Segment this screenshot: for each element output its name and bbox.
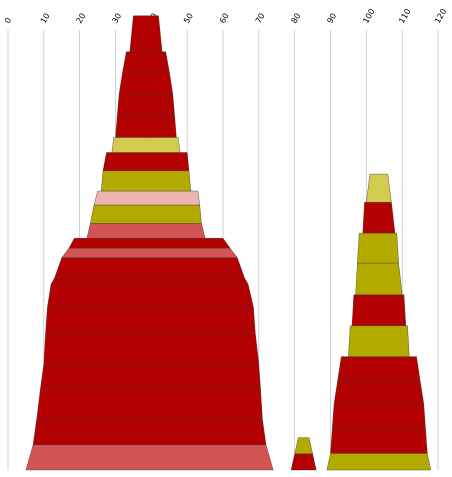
x-tick-label: 100 — [361, 7, 376, 25]
x-tick-label: 110 — [397, 7, 412, 25]
x-tick-labels: 0102030405060708090100110120 — [3, 7, 448, 25]
stack-3-layer-1 — [326, 453, 432, 471]
x-tick-label: 70 — [254, 12, 267, 25]
stack-3-layer-9 — [357, 232, 399, 264]
stack-1 — [25, 15, 274, 471]
stack-1-layer-13 — [90, 204, 202, 224]
stack-1-layer-2 — [32, 418, 267, 445]
stack-2 — [290, 437, 317, 471]
stack-1-layer-22 — [129, 15, 163, 52]
stack-1-layer-10 — [61, 247, 238, 258]
x-tick-label: 0 — [3, 16, 13, 25]
stack-2-layer-1 — [290, 453, 317, 471]
stacks — [25, 15, 432, 471]
stack-1-layer-6 — [45, 307, 256, 333]
stack-3-layer-5 — [337, 356, 421, 381]
x-tick-label: 90 — [325, 12, 338, 25]
stack-3-layer-7 — [351, 294, 407, 326]
stack-3-layer-11 — [366, 173, 392, 203]
stack-1-layer-9 — [54, 257, 245, 278]
stack-1-layer-3 — [36, 389, 263, 420]
x-tick-label: 30 — [110, 12, 123, 25]
stack-1-layer-21 — [122, 51, 170, 72]
stack-1-layer-7 — [47, 284, 254, 308]
stack-3-layer-8 — [355, 262, 403, 295]
stack-3-layer-2 — [330, 427, 428, 454]
stack-1-layer-12 — [86, 223, 206, 239]
stack-1-layer-8 — [50, 277, 249, 285]
x-tick-label: 20 — [75, 12, 88, 25]
stack-1-layer-18 — [115, 115, 177, 138]
stack-3-layer-6 — [348, 325, 410, 357]
stack-1-layer-17 — [111, 137, 181, 153]
stack-3-layer-4 — [333, 380, 424, 404]
stack-1-layer-16 — [102, 152, 190, 172]
stack-3-layer-10 — [362, 201, 396, 234]
x-tick-label: 120 — [433, 7, 448, 25]
stack-3 — [326, 173, 432, 471]
stack-1-layer-11 — [68, 237, 231, 249]
stack-1-layer-19 — [117, 93, 175, 116]
stack-1-layer-20 — [118, 71, 174, 95]
stack-1-layer-14 — [93, 190, 200, 206]
stack-1-layer-15 — [100, 170, 192, 192]
x-tick-label: 60 — [218, 12, 231, 25]
x-tick-label: 80 — [290, 12, 303, 25]
stack-1-layer-4 — [40, 363, 261, 390]
x-tick-label: 50 — [182, 12, 195, 25]
stack-1-layer-5 — [43, 331, 260, 364]
stack-2-layer-2 — [294, 437, 313, 454]
x-tick-label: 10 — [39, 12, 52, 25]
stack-3-layer-3 — [332, 403, 426, 429]
stack-1-layer-1 — [25, 444, 274, 471]
